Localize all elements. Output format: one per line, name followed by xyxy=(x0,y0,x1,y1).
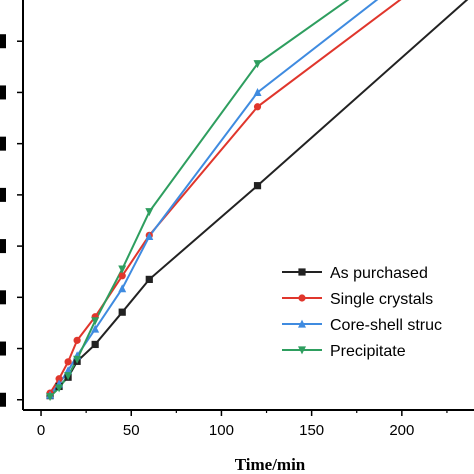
series-line-2 xyxy=(49,0,379,396)
series-1-point xyxy=(55,375,63,383)
legend-marker-0 xyxy=(298,268,306,276)
x-tick-label: 50 xyxy=(123,422,140,439)
x-axis-title: Time/min xyxy=(235,455,306,474)
series-1-point xyxy=(64,358,72,366)
series-0-point xyxy=(145,275,153,283)
series-3-point xyxy=(91,317,100,326)
y-tick-label-cropped xyxy=(0,34,6,49)
x-tick-label: 150 xyxy=(299,422,324,439)
x-tick-label: 0 xyxy=(37,422,45,439)
legend-marker-3 xyxy=(298,346,306,355)
series-0-point xyxy=(91,340,99,349)
legend-label-0: As purchased xyxy=(330,265,428,282)
y-tick-label-cropped xyxy=(0,136,6,151)
series-markers xyxy=(46,60,262,402)
axes: 0 50 100 150 200 xyxy=(0,0,474,439)
series-3-point xyxy=(145,208,154,217)
series-line-1 xyxy=(49,0,402,394)
series-3-point xyxy=(64,372,73,381)
series-3-point xyxy=(73,355,82,364)
legend-marker-1 xyxy=(298,294,306,302)
legend-label-1: Single crystals xyxy=(330,291,433,308)
y-tick-label-cropped xyxy=(0,392,6,407)
series-3-point xyxy=(253,60,262,69)
series-line-3 xyxy=(49,0,350,398)
legend-marker-2 xyxy=(298,319,306,328)
y-tick-label-cropped xyxy=(0,290,6,305)
series-0-point xyxy=(118,308,126,316)
series-2-point xyxy=(253,88,262,97)
y-tick-label-cropped xyxy=(0,85,6,100)
x-tick-label: 200 xyxy=(389,422,414,439)
series-1-point xyxy=(118,272,126,280)
series-1-point xyxy=(253,103,262,111)
series-2-point xyxy=(91,324,100,333)
legend: As purchased Single crystals Core-shell st… xyxy=(282,265,442,360)
x-tick-label: 100 xyxy=(209,422,234,439)
legend-label-3: Precipitate xyxy=(330,343,406,360)
series-2-point xyxy=(145,231,154,240)
series-3-point xyxy=(55,384,64,393)
y-tick-label-cropped xyxy=(0,187,6,202)
series-3-point xyxy=(46,393,55,402)
y-tick-label-cropped xyxy=(0,239,6,254)
y-tick-label-cropped xyxy=(0,341,6,356)
series-0-point xyxy=(253,182,262,190)
legend-label-2: Core-shell struc xyxy=(330,317,442,334)
series-1-point xyxy=(73,336,81,344)
series-2-point xyxy=(118,284,127,293)
series-3-point xyxy=(118,265,127,274)
series-lines xyxy=(49,0,469,398)
